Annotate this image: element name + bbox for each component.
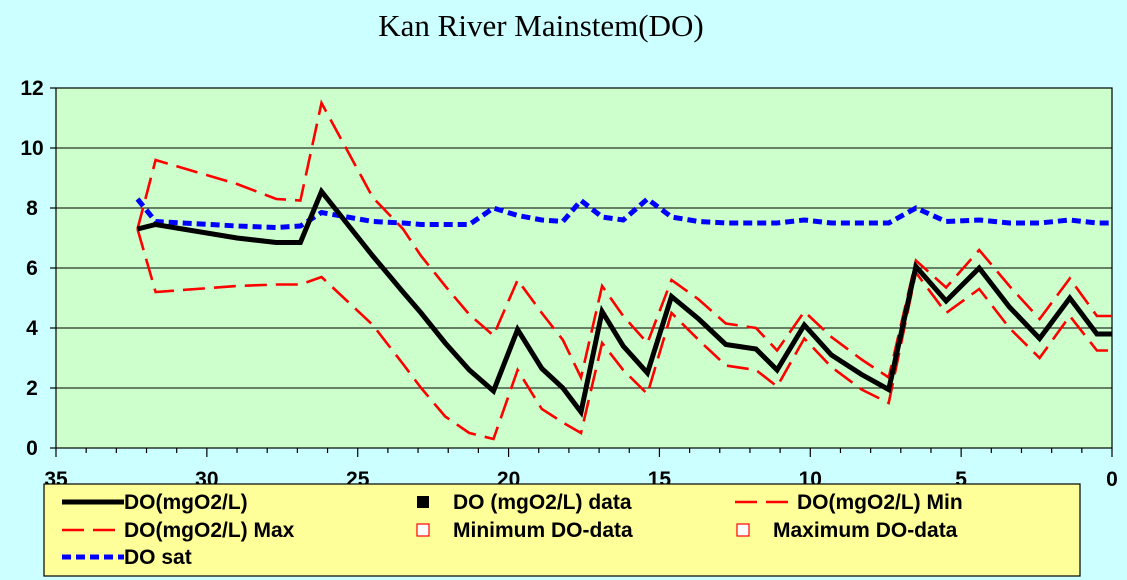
legend-marker-filled-square [417,496,429,508]
legend-label: Minimum DO-data [453,519,633,542]
legend-entry: DO(mgO2/L) [62,491,248,514]
legend [43,483,1081,577]
series-lines [135,99,1112,441]
legend-label: DO(mgO2/L) [124,491,248,514]
series-line-do-mgo2-l-max [136,99,1112,382]
legend-entry: Maximum DO-data [736,519,958,542]
legend-marker-open-square [416,523,430,537]
gridlines [56,147,1112,389]
chart-title: Kan River Mainstem(DO) [378,8,703,43]
y-tick-label: 4 [26,317,38,340]
legend-entries: DO(mgO2/L) DO (mgO2/L) data DO(mgO2/L) Min… [62,491,963,569]
legend-label: DO sat [124,546,192,569]
y-tick-label: 0 [26,437,38,460]
y-tick-label: 6 [26,257,38,280]
legend-label: DO (mgO2/L) data [453,491,632,514]
y-axis: 0 2 4 6 8 10 12 [20,77,56,460]
legend-label: Maximum DO-data [773,519,958,542]
series-line-do-mgo2-l-min [136,228,1112,441]
legend-entry: DO sat [62,546,192,569]
legend-entry: DO(mgO2/L) Max [62,519,295,542]
legend-label: DO(mgO2/L) Max [124,519,295,542]
y-tick-label: 8 [26,197,38,220]
y-tick-label: 12 [20,77,43,100]
legend-marker-open-square [736,523,750,537]
y-tick-label: 2 [26,377,38,400]
x-tick-label: 0 [1106,468,1118,491]
legend-label: DO(mgO2/L) Min [797,491,963,514]
series-line-do-mgo2-l [136,186,1112,418]
legend-entry: DO(mgO2/L) Min [735,491,963,514]
legend-entry: Minimum DO-data [416,519,633,542]
series-line-do-sat [135,195,1112,231]
y-tick-label: 10 [20,137,43,160]
legend-entry: DO (mgO2/L) data [417,491,632,514]
